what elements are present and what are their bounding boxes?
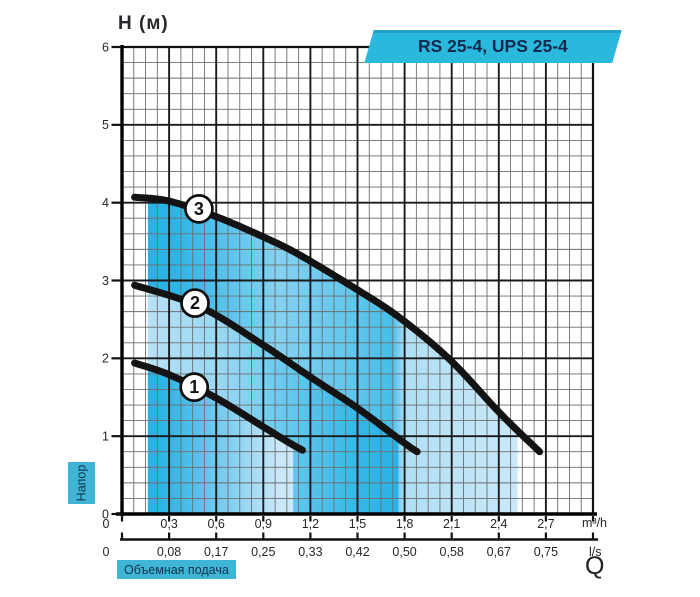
grid-layer [122,47,593,514]
x-tick-label-ls: 0,17 [204,545,228,559]
x-tick-label-m3h: 1,8 [396,517,413,531]
tick-labels-layer: 0 1 2 3 4 5 6 0 0,3 0,6 0,9 1,2 1,5 1,8 2,1 2,4 2,7 0 0,08… [102,40,558,559]
curve-label-number-2: 2 [190,293,200,313]
unit-m3h-label: m³/h [582,516,607,530]
x-tick-label-ls: 0,33 [298,545,322,559]
pump-curve-1 [131,359,306,454]
flow-axis-label: Объемная подача [124,562,229,577]
axes-layer [111,45,598,541]
x-tick-label-m3h: 0,6 [208,517,225,531]
unit-ls-label: l/s [589,545,602,559]
operating-region-1 [147,367,294,514]
shaded-regions-layer [147,198,518,514]
curve-labels-layer: 1 2 3 [179,194,214,402]
x-tick-label-m3h: 0,3 [160,517,177,531]
y-tick-label: 0 [102,507,109,521]
x-tick-label-m3h: 2,4 [490,517,507,531]
x-tick-label-ls: 0,42 [345,545,369,559]
model-title-text: RS 25-4, UPS 25-4 [418,36,568,56]
x-tick-label-ls: 0,25 [251,545,275,559]
model-title-badge: RS 25-4, UPS 25-4 [364,30,622,63]
x-tick-label-m3h: 1,5 [349,517,366,531]
x-tick-label-m3h: 0 [103,517,110,531]
curve-label-number-1: 1 [189,377,199,397]
flow-axis-badge: Объемная подача [117,560,236,579]
flow-symbol-label: Q [585,552,605,580]
y-tick-label: 1 [102,429,109,443]
curve-label-circle-1 [179,372,210,402]
curve-label-circle-3 [184,194,214,224]
head-axis-badge: Напор [68,462,95,504]
x-tick-label-ls: 0,08 [157,545,181,559]
y-tick-label: 2 [102,352,109,366]
x-tick-label-ls: 0,67 [487,545,511,559]
x-tick-label-m3h: 1,2 [302,517,319,531]
y-tick-label: 3 [102,274,109,288]
curve-label-circle-2 [180,288,210,318]
y-axis-title: H (м) [118,13,169,34]
x-tick-label-ls: 0,75 [534,545,558,559]
x-tick-label-ls: 0,58 [440,545,464,559]
y-tick-label: 4 [102,196,109,210]
curve-label-number-3: 3 [194,199,204,219]
head-axis-label: Напор [74,464,89,502]
x-tick-label-ls: 0,50 [392,545,416,559]
x-tick-label-m3h: 2,1 [443,517,460,531]
x-tick-label-m3h: 2,7 [537,517,554,531]
x-tick-label-ls: 0 [103,545,110,559]
y-tick-label: 6 [102,40,109,54]
x-tick-label-m3h: 0,9 [255,517,272,531]
y-tick-label: 5 [102,118,109,132]
